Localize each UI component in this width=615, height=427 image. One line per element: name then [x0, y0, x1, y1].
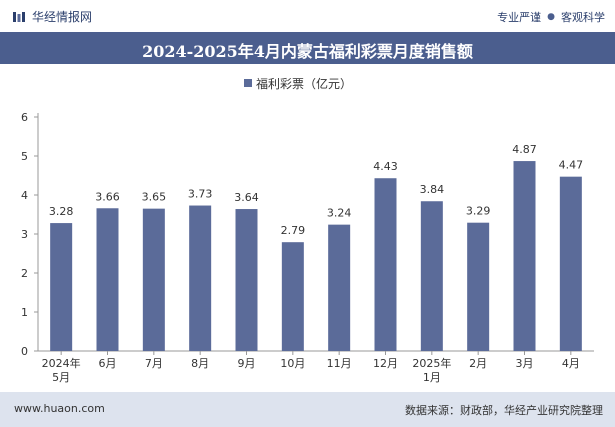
bar	[235, 209, 258, 351]
x-tick-label: 9月	[238, 357, 256, 370]
x-tick-label: 12月	[373, 357, 398, 370]
data-label: 3.65	[142, 191, 167, 204]
footer: www.huaon.com 数据来源：财政部，华经产业研究院整理	[0, 392, 615, 427]
bar	[281, 242, 304, 351]
chart-title: 2024-2025年4月内蒙古福利彩票月度销售额	[142, 42, 473, 61]
bar	[467, 222, 490, 351]
legend-swatch	[244, 79, 252, 87]
y-tick-label: 5	[21, 150, 28, 163]
y-tick-label: 4	[21, 189, 28, 202]
x-tick-label: 10月	[280, 357, 305, 370]
bullet-icon: ●	[547, 12, 555, 22]
bar	[328, 224, 351, 351]
x-tick-label: 11月	[327, 357, 352, 370]
y-tick-label: 6	[21, 111, 28, 124]
slogan-right: 客观科学	[561, 11, 605, 24]
data-label: 4.43	[373, 160, 398, 173]
bar	[142, 208, 165, 351]
brand: 华经情报网	[12, 8, 92, 25]
top-bar: 华经情报网 专业严谨 ● 客观科学	[0, 0, 615, 32]
y-tick-label: 0	[21, 345, 28, 358]
y-tick-label: 1	[21, 306, 28, 319]
data-label: 3.73	[188, 188, 213, 201]
y-tick-label: 3	[21, 228, 28, 241]
slogan: 专业严谨 ● 客观科学	[497, 9, 605, 25]
bar	[189, 205, 212, 351]
bar	[374, 178, 397, 351]
x-tick-label: 2月	[469, 357, 487, 370]
x-tick-label: 8月	[191, 357, 209, 370]
bar	[96, 208, 119, 351]
legend-label: 福利彩票（亿元）	[256, 76, 352, 91]
data-label: 4.47	[559, 159, 584, 172]
data-label: 3.84	[420, 183, 445, 196]
slogan-left: 专业严谨	[497, 11, 542, 24]
data-label: 3.28	[49, 205, 74, 218]
x-tick-label: 3月	[516, 357, 534, 370]
x-tick-label: 7月	[145, 357, 163, 370]
data-label: 3.29	[466, 205, 491, 218]
y-tick-label: 2	[21, 267, 28, 280]
x-tick-label: 6月	[99, 357, 117, 370]
bar	[513, 161, 536, 351]
bar-chart: 福利彩票（亿元） 0 1 2 3 4 5 6 3.28 2024年 5月 3.66 6月 3.65 7月 3.…	[21, 76, 594, 384]
bar	[50, 223, 73, 351]
footer-source: 数据来源：财政部，华经产业研究院整理	[405, 404, 603, 417]
bar	[420, 201, 443, 351]
data-label: 4.87	[512, 143, 537, 156]
footer-url: www.huaon.com	[14, 402, 105, 415]
data-label: 3.66	[95, 190, 120, 203]
data-label: 3.24	[327, 207, 352, 220]
bar	[559, 176, 582, 351]
x-tick-label: 2025年 1月	[412, 356, 451, 384]
data-label: 3.64	[234, 191, 259, 204]
brand-logo-icon	[13, 11, 25, 22]
title-bar: 2024-2025年4月内蒙古福利彩票月度销售额	[0, 32, 615, 64]
x-tick-label: 4月	[562, 357, 580, 370]
x-tick-label: 2024年 5月	[42, 356, 81, 384]
brand-name: 华经情报网	[32, 10, 93, 24]
data-label: 2.79	[281, 224, 306, 237]
